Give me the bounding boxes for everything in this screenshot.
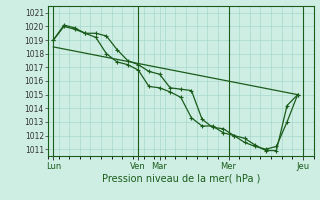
X-axis label: Pression niveau de la mer( hPa ): Pression niveau de la mer( hPa ) <box>102 173 260 183</box>
